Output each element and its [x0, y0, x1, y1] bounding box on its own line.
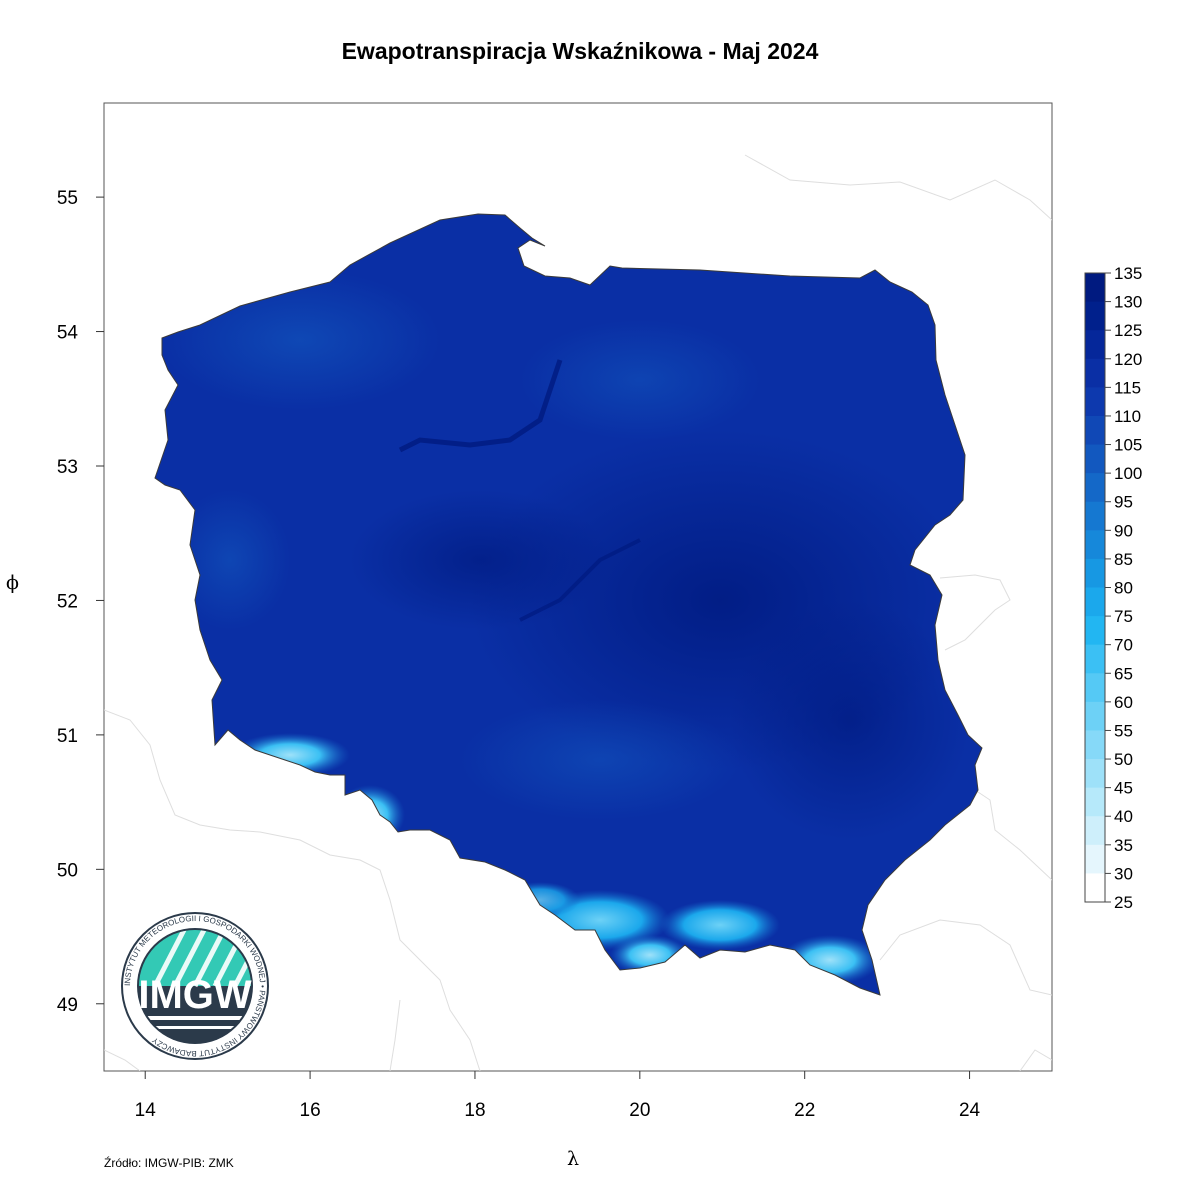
y-tick-label: 55 — [57, 188, 78, 209]
legend-swatch — [1085, 330, 1105, 360]
legend-label: 75 — [1114, 607, 1133, 626]
y-axis-ticks: 49 50 51 52 53 54 55 — [57, 188, 104, 1016]
legend-swatch — [1085, 844, 1105, 874]
logo-text: IMGW — [138, 973, 252, 1017]
legend-label: 115 — [1114, 378, 1141, 397]
evapotranspiration-field — [154, 213, 983, 996]
x-tick-label: 18 — [464, 1100, 485, 1121]
legend-swatch — [1085, 387, 1105, 417]
legend-label: 40 — [1114, 807, 1133, 826]
legend-label: 80 — [1114, 579, 1133, 598]
legend-label: 95 — [1114, 493, 1133, 512]
color-legend: 135 130 125 120 115 110 105 100 95 90 85 80 75 70 65 60… — [1084, 264, 1142, 912]
legend-swatch — [1085, 558, 1105, 588]
legend-label: 110 — [1114, 407, 1141, 426]
legend-swatch — [1085, 415, 1105, 446]
legend-label: 55 — [1114, 721, 1133, 740]
source-note: Źródło: IMGW-PIB: ZMK — [104, 1156, 234, 1170]
y-tick-label: 51 — [57, 726, 78, 747]
legend-swatch — [1085, 444, 1105, 474]
legend-label: 30 — [1114, 864, 1133, 883]
legend-label: 50 — [1114, 750, 1133, 769]
x-tick-label: 14 — [135, 1100, 157, 1121]
legend-swatch — [1085, 787, 1105, 817]
legend-label: 70 — [1114, 636, 1133, 655]
y-tick-label: 54 — [57, 323, 79, 344]
x-axis-label: λ — [567, 1148, 580, 1170]
legend-label: 135 — [1114, 264, 1142, 283]
x-tick-label: 16 — [300, 1100, 321, 1121]
y-tick-label: 52 — [57, 591, 78, 612]
legend-swatch — [1085, 701, 1105, 731]
y-tick-label: 50 — [57, 860, 78, 881]
legend-label: 35 — [1114, 836, 1133, 855]
y-tick-label: 49 — [57, 995, 78, 1016]
legend-swatch — [1085, 301, 1105, 331]
legend-label: 60 — [1114, 693, 1133, 712]
legend-label: 100 — [1114, 464, 1142, 483]
legend-label: 120 — [1114, 350, 1142, 369]
legend-swatch — [1085, 730, 1105, 760]
imgw-logo: IMGW INSTYTUT METEOROLOGII I GOSPODARKI … — [121, 912, 269, 1060]
legend-swatch — [1085, 616, 1105, 646]
legend-swatch — [1085, 673, 1105, 703]
legend-label: 90 — [1114, 521, 1133, 540]
legend-swatch — [1085, 473, 1105, 503]
x-tick-label: 20 — [629, 1100, 650, 1121]
legend-label: 25 — [1114, 893, 1133, 912]
legend-swatch — [1085, 587, 1105, 617]
legend-swatch — [1085, 759, 1105, 789]
neighbor-borders — [104, 154, 1052, 1071]
y-tick-label: 53 — [57, 457, 78, 478]
legend-swatch — [1085, 501, 1105, 531]
x-axis-ticks: 14 16 18 20 22 24 — [135, 1071, 981, 1121]
legend-swatch — [1085, 644, 1105, 674]
legend-swatch — [1085, 816, 1105, 846]
x-tick-label: 24 — [959, 1100, 981, 1121]
y-axis-label: ϕ — [6, 572, 19, 594]
legend-label: 105 — [1114, 436, 1142, 455]
legend-label: 65 — [1114, 664, 1133, 683]
legend-label: 130 — [1114, 293, 1142, 312]
legend-swatch — [1085, 530, 1105, 560]
map-title: Ewapotranspiracja Wskaźnikowa - Maj 2024 — [341, 38, 819, 64]
legend-label: 125 — [1114, 321, 1142, 340]
legend-label: 85 — [1114, 550, 1133, 569]
x-tick-label: 22 — [794, 1100, 815, 1121]
legend-swatch — [1085, 273, 1105, 303]
legend-swatch — [1085, 358, 1105, 388]
legend-label: 45 — [1114, 779, 1133, 798]
legend-swatch — [1085, 873, 1105, 903]
